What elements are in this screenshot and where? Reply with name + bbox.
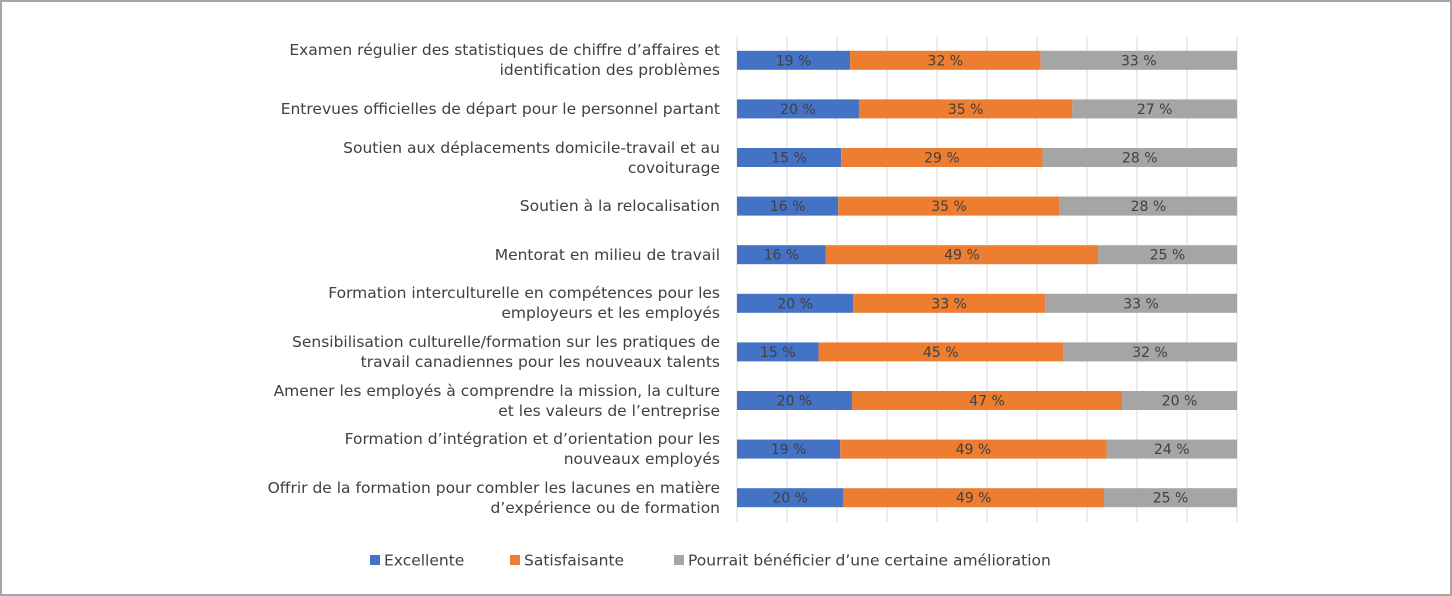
data-label: 29 % — [924, 151, 960, 167]
category-label: Formation d’intégration et d’orientation… — [344, 430, 720, 469]
bar-segment — [841, 148, 1043, 167]
legend-swatch — [370, 555, 380, 565]
bar-segment — [1063, 342, 1237, 362]
bar-segment — [1042, 148, 1237, 167]
category-label: Soutien à la relocalisation — [519, 197, 720, 216]
data-label: 16 % — [770, 199, 806, 215]
data-label: 20 % — [772, 491, 808, 507]
bar-segment — [858, 99, 1073, 119]
data-label: 35 % — [948, 102, 984, 118]
category-label: Sensibilisation culturelle/formation sur… — [292, 332, 720, 371]
data-label: 20 % — [777, 394, 813, 410]
bar-segment — [737, 293, 854, 313]
bar-segment — [825, 245, 1099, 265]
data-label: 49 % — [956, 442, 992, 458]
bar-segment — [737, 342, 819, 362]
data-label: 25 % — [1150, 248, 1186, 264]
bar-segment — [1104, 488, 1237, 508]
data-label: 32 % — [1132, 345, 1168, 361]
bar-segment — [851, 391, 1123, 410]
bar-segment — [850, 50, 1041, 70]
category-label: Amener les employés à comprendre la miss… — [273, 381, 720, 420]
data-label: 35 % — [931, 199, 967, 215]
data-label: 45 % — [923, 345, 959, 361]
bar-segment — [840, 439, 1107, 459]
legend-swatch — [510, 555, 520, 565]
category-label: Offrir de la formation pour combler les … — [267, 478, 720, 517]
bar-segment — [1059, 196, 1237, 216]
data-label: 19 % — [776, 53, 812, 69]
category-label: Soutien aux déplacements domicile-travai… — [343, 138, 720, 177]
bar-segment — [737, 196, 839, 216]
bar-segment — [737, 439, 841, 459]
bar-segment — [843, 488, 1105, 508]
data-label: 15 % — [760, 345, 796, 361]
bar-segment — [1106, 439, 1237, 459]
data-label: 28 % — [1122, 151, 1158, 167]
bar-segment — [737, 488, 844, 508]
legend-label: Pourrait bénéficier d’une certaine améli… — [688, 552, 1051, 570]
category-label: Examen régulier des statistiques de chif… — [289, 41, 720, 80]
data-label: 33 % — [1123, 296, 1159, 312]
data-label: 33 % — [1121, 53, 1157, 69]
legend-label: Satisfaisante — [524, 552, 624, 570]
bar-segment — [1122, 391, 1237, 410]
bar-segment — [737, 245, 826, 265]
bar-segment — [1072, 99, 1237, 119]
legend-swatch — [674, 555, 684, 565]
bar-segment — [818, 342, 1064, 362]
data-label: 20 % — [1162, 394, 1198, 410]
bar-segment — [853, 293, 1046, 313]
bar-segment — [737, 50, 851, 70]
data-label: 27 % — [1137, 102, 1173, 118]
data-label: 49 % — [944, 248, 980, 264]
bar-segment — [737, 391, 852, 410]
data-label: 20 % — [777, 296, 813, 312]
category-label: Formation interculturelle en compétences… — [328, 284, 720, 323]
category-label: Entrevues officielles de départ pour le … — [280, 99, 720, 118]
legend-label: Excellente — [384, 552, 464, 570]
data-label: 15 % — [771, 151, 807, 167]
data-label: 20 % — [780, 102, 816, 118]
bar-segment — [1098, 245, 1237, 265]
bar-segment — [838, 196, 1060, 216]
data-label: 24 % — [1154, 442, 1190, 458]
data-label: 49 % — [956, 491, 992, 507]
data-label: 28 % — [1131, 199, 1167, 215]
data-label: 47 % — [969, 394, 1005, 410]
data-label: 33 % — [931, 296, 967, 312]
bar-segment — [1040, 50, 1237, 70]
category-label: Mentorat en milieu de travail — [494, 245, 720, 264]
bar-segment — [1045, 293, 1237, 313]
data-label: 16 % — [764, 248, 800, 264]
data-label: 19 % — [771, 442, 807, 458]
data-label: 32 % — [928, 53, 964, 69]
bar-segment — [737, 99, 859, 119]
data-label: 25 % — [1153, 491, 1189, 507]
bar-segment — [737, 148, 842, 167]
